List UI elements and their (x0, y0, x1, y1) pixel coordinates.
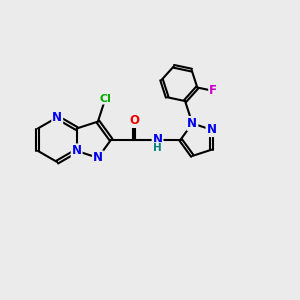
Text: F: F (209, 84, 217, 98)
Text: N: N (72, 144, 82, 158)
Text: H: H (153, 143, 161, 153)
Text: N: N (153, 133, 163, 146)
Text: N: N (206, 123, 216, 136)
Text: N: N (52, 111, 62, 124)
Text: N: N (93, 151, 103, 164)
Text: N: N (188, 117, 197, 130)
Text: O: O (129, 114, 139, 127)
Text: Cl: Cl (99, 94, 111, 103)
